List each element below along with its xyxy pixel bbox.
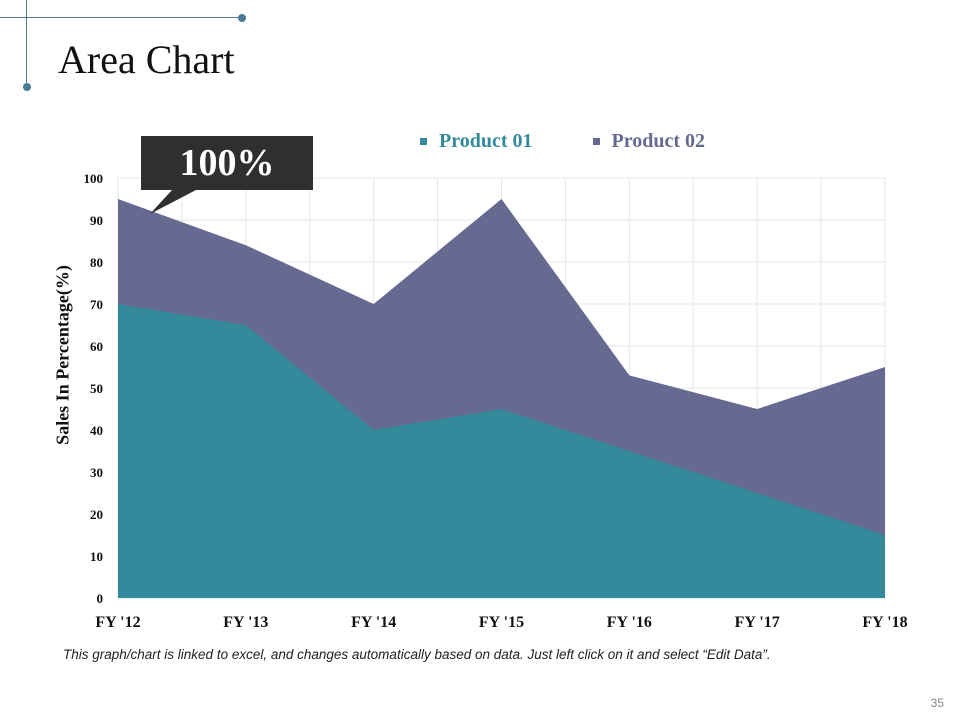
footer-note: This graph/chart is linked to excel, and… [63,647,771,662]
decor-line-vertical [26,0,27,86]
y-tick-label: 90 [90,213,103,228]
legend-item-product-01[interactable]: Product 01 [420,130,533,153]
legend-label-product-02: Product 02 [611,130,706,152]
x-tick-label: FY '12 [95,614,140,631]
legend-swatch-product-01 [420,138,427,145]
y-tick-label: 50 [90,381,103,396]
x-tick-label: FY '14 [351,614,396,631]
y-axis-ticks: 0 10 20 30 40 50 60 70 80 90 100 [84,171,104,606]
page-number: 35 [930,696,944,710]
x-tick-label: FY '15 [479,614,524,631]
y-tick-label: 60 [90,339,103,354]
y-tick-label: 10 [90,549,103,564]
x-tick-label: FY '18 [862,614,907,631]
chart-legend: Product 01 Product 02 [420,130,705,153]
decor-dot-right [238,14,246,22]
y-tick-label: 70 [90,297,103,312]
page-title: Area Chart [58,37,235,82]
y-tick-label: 40 [90,423,103,438]
y-tick-label: 0 [97,591,104,606]
area-series-product-01 [118,304,885,598]
y-tick-label: 100 [84,171,104,186]
decor-line-horizontal [0,17,242,18]
legend-swatch-product-02 [592,138,600,145]
x-axis-ticks: FY '12 FY '13 FY '14 FY '15 FY '16 FY '17 FY '… [95,614,907,631]
callout-label: 100% [141,136,313,190]
y-tick-label: 80 [90,255,103,270]
legend-item-product-02[interactable]: Product 02 [592,130,706,153]
x-tick-label: FY '17 [735,614,780,631]
y-tick-label: 30 [90,465,103,480]
x-tick-label: FY '13 [223,614,268,631]
y-tick-label: 20 [90,507,103,522]
decor-dot-bottom [23,83,31,91]
x-tick-label: FY '16 [607,614,652,631]
chart-areas [118,199,885,598]
legend-label-product-01: Product 01 [439,130,533,152]
